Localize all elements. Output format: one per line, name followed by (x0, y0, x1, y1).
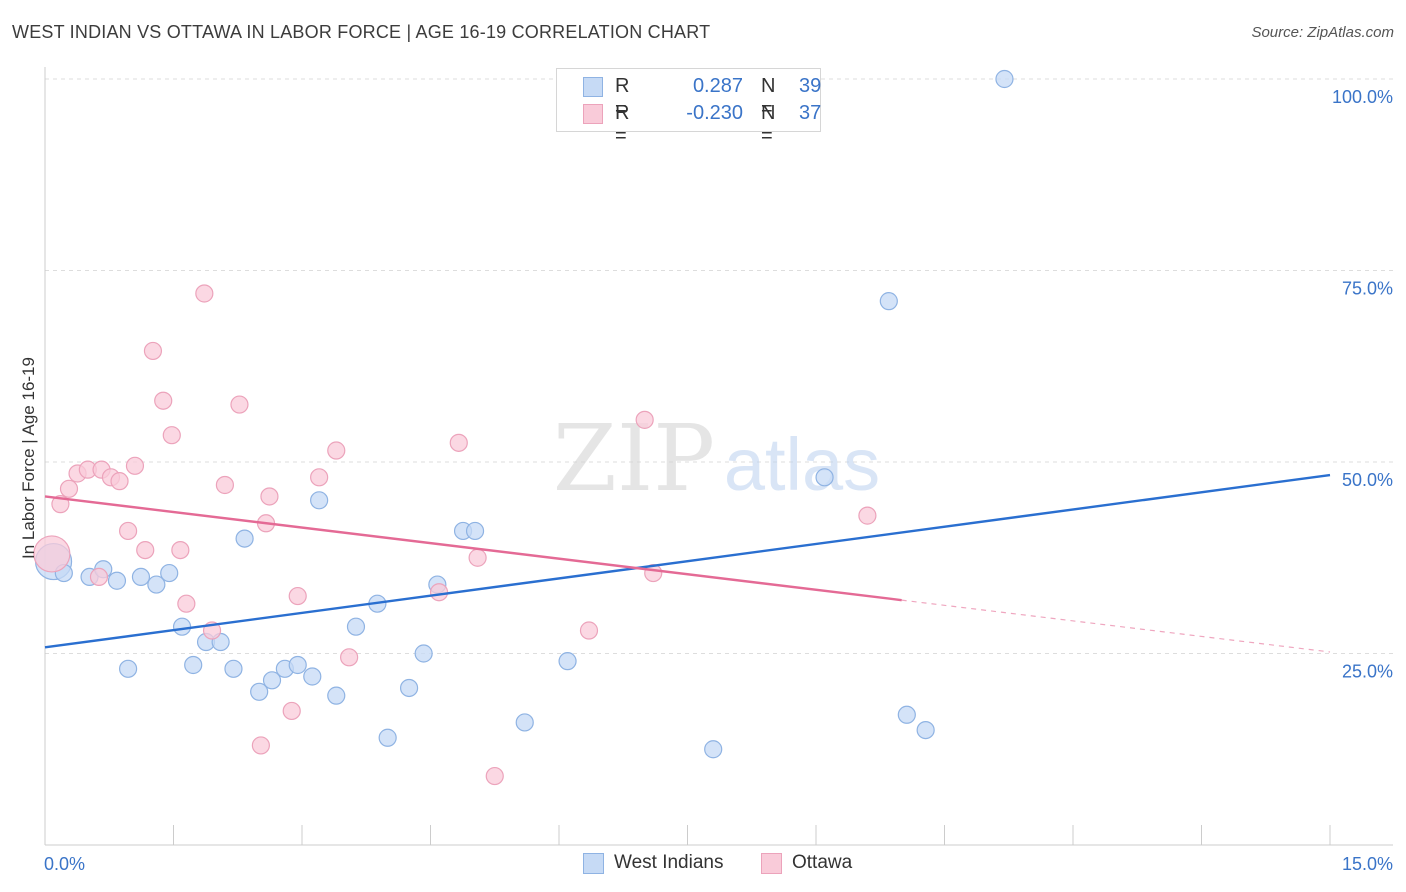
r-value: 0.287 (692, 75, 743, 97)
x-tick-label-min: 0.0% (44, 854, 85, 874)
point-west-indians (465, 521, 485, 541)
blue-swatch-icon (583, 853, 604, 874)
chart-title: WEST INDIAN VS OTTAWA IN LABOR FORCE | A… (12, 22, 711, 42)
legend-label: West Indians (614, 852, 724, 873)
grid (45, 78, 1393, 654)
point-ottawa (251, 736, 270, 755)
point-ottawa (59, 479, 79, 498)
point-west-indians (897, 705, 916, 724)
trend-line-extension-ottawa (901, 599, 1331, 653)
trend-line-west-indians (44, 473, 1331, 649)
trend-line-ottawa (44, 495, 902, 602)
point-ottawa (260, 487, 279, 506)
point-west-indians (414, 644, 433, 663)
x-tick-label-max: 15.0% (1342, 854, 1393, 874)
point-ottawa (340, 648, 359, 667)
point-ottawa (33, 535, 71, 573)
point-west-indians (310, 491, 329, 510)
point-ottawa (125, 456, 145, 475)
point-west-indians (378, 728, 397, 747)
point-west-indians (515, 713, 534, 732)
n-label: N = (761, 75, 776, 120)
point-west-indians (399, 678, 419, 698)
r-value: -0.230 (686, 102, 743, 124)
point-ottawa (171, 540, 190, 560)
point-west-indians (131, 567, 151, 587)
point-ottawa (136, 540, 155, 560)
point-ottawa (429, 583, 449, 602)
y-tick-label: 50.0% (1342, 470, 1393, 490)
point-west-indians (346, 617, 366, 636)
point-ottawa (468, 548, 487, 567)
watermark: ZIP atlas (553, 405, 880, 512)
point-west-indians (224, 659, 243, 678)
point-ottawa (230, 395, 249, 414)
blue-swatch-icon (583, 77, 603, 97)
point-ottawa (449, 433, 468, 452)
correlation-legend: R = 0.287 N = 39 R = -0.230 N = 37 (556, 68, 822, 147)
y-tick-label: 100.0% (1332, 87, 1393, 107)
y-axis-label: In Labor Force | Age 16-19 (19, 357, 38, 559)
point-west-indians (916, 720, 935, 740)
point-west-indians (184, 655, 203, 675)
point-west-indians (172, 617, 192, 636)
watermark-zip: ZIP (553, 405, 715, 512)
point-ottawa (635, 410, 654, 429)
point-west-indians (327, 686, 346, 705)
point-west-indians (262, 671, 282, 690)
point-west-indians (558, 652, 577, 671)
n-value: 37 (799, 102, 822, 124)
point-ottawa (579, 621, 599, 640)
point-west-indians (160, 563, 179, 583)
point-west-indians (288, 655, 307, 675)
legend-label: Ottawa (792, 852, 853, 873)
r-label: R = (615, 102, 630, 147)
watermark-atlas: atlas (724, 423, 880, 506)
point-ottawa (177, 594, 196, 613)
point-west-indians (147, 575, 166, 594)
point-west-indians (704, 740, 723, 759)
point-ottawa (162, 426, 181, 445)
n-value: 39 (799, 75, 822, 97)
point-west-indians (995, 69, 1014, 89)
point-ottawa (215, 475, 234, 495)
n-label: N = (761, 102, 776, 147)
point-west-indians (879, 292, 898, 311)
data-points (33, 69, 1014, 786)
pink-swatch-icon (583, 104, 603, 124)
trend-lines (44, 473, 1331, 653)
point-west-indians (815, 468, 834, 487)
point-ottawa (485, 766, 504, 786)
point-west-indians (235, 529, 254, 548)
y-tick-label: 75.0% (1342, 279, 1393, 299)
y-tick-label: 25.0% (1342, 662, 1393, 682)
point-ottawa (195, 284, 214, 303)
point-west-indians (118, 659, 138, 678)
point-ottawa (858, 506, 877, 525)
r-label: R = (615, 75, 630, 120)
point-ottawa (118, 521, 138, 541)
point-ottawa (110, 472, 129, 491)
point-ottawa (288, 586, 307, 606)
tick-labels: In Labor Force | Age 16-19 0.0% 15.0% 25… (19, 87, 1393, 874)
point-ottawa (154, 391, 173, 410)
axes (44, 67, 1393, 846)
source-label: Source: ZipAtlas.com (1251, 24, 1394, 41)
point-ottawa (89, 567, 109, 587)
point-ottawa (143, 341, 163, 361)
point-ottawa (310, 468, 329, 487)
point-ottawa (282, 701, 301, 721)
point-west-indians (250, 682, 269, 701)
point-west-indians (303, 667, 322, 686)
point-west-indians (107, 571, 127, 590)
pink-swatch-icon (761, 853, 782, 874)
point-ottawa (327, 441, 346, 460)
